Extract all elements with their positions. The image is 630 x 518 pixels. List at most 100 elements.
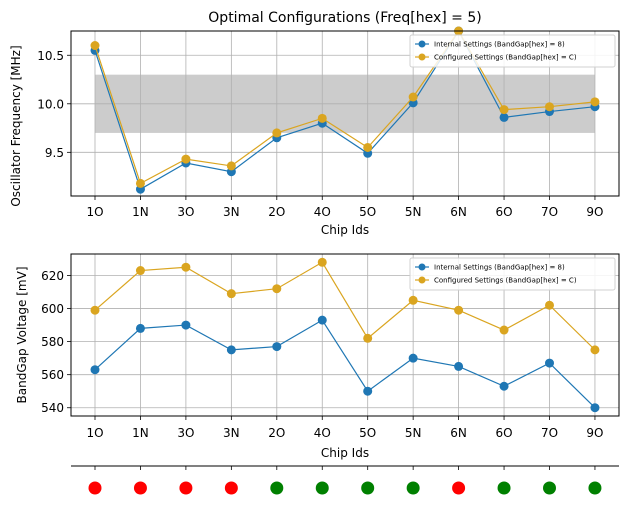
status-dot (133, 481, 147, 495)
data-point (135, 323, 145, 333)
plot-frame (70, 30, 620, 197)
data-point (90, 305, 100, 315)
y-tick-label: 10.5 (37, 49, 64, 63)
x-tick-label: 9O (586, 426, 603, 440)
data-point (499, 105, 509, 115)
x-axis-label: Chip Ids (321, 446, 369, 460)
data-point (317, 315, 327, 325)
y-tick-label: 620 (41, 269, 64, 283)
legend: Internal Settings (BandGap[hex] = 8) Conf… (409, 257, 616, 291)
frequency-plot-area: 9.5 10.0 10.5 1O 1N 3O 3N 2O 4O 5O 5N 6N 6O 7O 9O Inter… (37, 26, 620, 219)
x-tick-label: 5O (359, 205, 376, 219)
data-point (499, 381, 509, 391)
data-point (590, 97, 600, 107)
data-point (181, 320, 191, 330)
x-tick-label: 3O (177, 426, 194, 440)
data-point (590, 345, 600, 355)
x-tick-label: 6O (496, 205, 513, 219)
x-tick-label: 1N (132, 426, 149, 440)
data-point (499, 112, 509, 122)
data-point (135, 178, 145, 188)
x-tick-label: 5O (359, 426, 376, 440)
data-point (363, 142, 373, 152)
data-point (317, 257, 327, 267)
frequency-panel: Optimal Configurations (Freq[hex] = 5) 9… (9, 10, 620, 237)
data-point (226, 345, 236, 355)
legend-label: Configured Settings (BandGap[hex] = C) (434, 54, 577, 62)
series-line (94, 319, 596, 409)
data-point (454, 361, 464, 371)
y-tick-label: 600 (41, 302, 64, 316)
legend-marker (418, 276, 426, 284)
x-tick-label: 4O (314, 205, 331, 219)
status-dot (497, 481, 511, 495)
series-line (94, 29, 596, 185)
plot-frame (70, 253, 620, 417)
legend: Internal Settings (BandGap[hex] = 8) Conf… (409, 34, 616, 68)
y-axis-label: Oscillator Frequency [MHz] (9, 45, 23, 206)
x-tick-label: 6N (450, 426, 467, 440)
status-dot (315, 481, 329, 495)
legend-marker (418, 263, 426, 271)
legend-marker (418, 53, 426, 61)
x-tick-label: 7O (541, 426, 558, 440)
data-point (363, 386, 373, 396)
x-tick-label: 3O (177, 205, 194, 219)
data-point (90, 41, 100, 51)
legend-label: Configured Settings (BandGap[hex] = C) (434, 277, 577, 285)
x-tick-label: 5N (405, 426, 422, 440)
status-dot (88, 481, 102, 495)
data-point (499, 325, 509, 335)
series-line (94, 29, 596, 191)
x-tick-label: 2O (268, 205, 285, 219)
x-tick-label: 1O (86, 426, 103, 440)
x-axis-label: Chip Ids (321, 223, 369, 237)
x-tick-label: 3N (223, 205, 240, 219)
status-panel (71, 465, 619, 495)
y-axis-label: BandGap Voltage [mV] (15, 267, 29, 404)
data-point (181, 154, 191, 164)
chart-title: Optimal Configurations (Freq[hex] = 5) (208, 10, 481, 26)
series-line (94, 261, 596, 351)
data-point (272, 128, 282, 138)
data-point (545, 300, 554, 310)
x-tick-label: 7O (541, 205, 558, 219)
data-point (226, 289, 236, 299)
y-tick-label: 560 (41, 368, 64, 382)
data-point (226, 161, 236, 171)
data-point (545, 358, 554, 368)
data-point (363, 333, 373, 343)
legend-box (409, 34, 616, 68)
data-point (272, 342, 282, 352)
data-point (317, 113, 327, 123)
y-tick-label: 9.5 (45, 146, 64, 160)
x-tick-label: 1N (132, 205, 149, 219)
status-dot (361, 481, 375, 495)
status-dot (406, 481, 420, 495)
status-dot (588, 481, 602, 495)
legend-label: Internal Settings (BandGap[hex] = 8) (434, 264, 565, 272)
x-tick-label: 6O (496, 426, 513, 440)
legend-marker (418, 40, 426, 48)
legend-label: Internal Settings (BandGap[hex] = 8) (434, 41, 565, 49)
status-dot (543, 481, 556, 495)
y-tick-label: 10.0 (37, 97, 64, 111)
data-point (408, 92, 418, 102)
y-tick-label: 540 (41, 401, 64, 415)
status-dot (270, 481, 284, 495)
legend-box (409, 257, 616, 291)
x-tick-label: 9O (586, 205, 603, 219)
x-tick-label: 4O (314, 426, 331, 440)
data-point (454, 305, 464, 315)
x-tick-label: 3N (223, 426, 240, 440)
voltage-plot-area: 540 560 580 600 620 1O 1N 3O 3N 2O 4O 5O 5N 6N 6O 7O 9O I… (41, 253, 620, 440)
data-point (135, 266, 145, 276)
x-tick-label: 1O (86, 205, 103, 219)
x-tick-label: 5N (405, 205, 422, 219)
y-tick-label: 580 (41, 335, 64, 349)
data-point (408, 353, 418, 363)
voltage-panel: 540 560 580 600 620 1O 1N 3O 3N 2O 4O 5O 5N 6N 6O 7O 9O I… (15, 253, 620, 460)
data-point (90, 365, 100, 375)
